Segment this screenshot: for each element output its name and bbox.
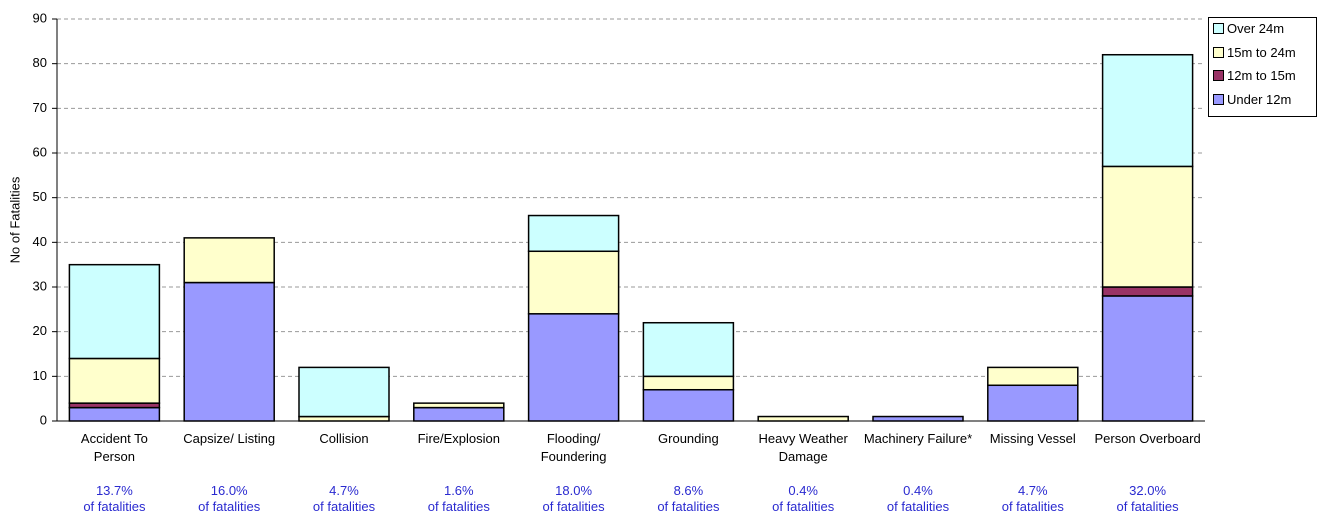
legend-label: Over 24m	[1227, 21, 1285, 36]
share-label: 4.7%	[329, 483, 359, 498]
bar-segment	[68, 357, 161, 404]
share-note: of fatalities	[772, 499, 835, 512]
bar-segment	[68, 263, 161, 360]
bar-segment	[1101, 53, 1194, 168]
x-tick-label: Capsize/ Listing	[183, 431, 276, 446]
legend-swatch	[1213, 70, 1224, 81]
bar-segment	[757, 415, 849, 422]
y-tick-label: 30	[33, 278, 47, 293]
bar-segment	[413, 406, 505, 422]
legend-label: 12m to 15m	[1227, 68, 1296, 83]
share-note: of fatalities	[198, 499, 261, 512]
bar-segment	[872, 415, 964, 422]
x-tick-label: Collision	[319, 431, 369, 446]
share-note: of fatalities	[886, 499, 950, 512]
legend: Over 24m 15m to 24m 12m to 15m Under 12m	[1208, 17, 1317, 117]
bar-segment	[183, 237, 275, 284]
bar-segment	[413, 402, 505, 409]
bar-segment	[183, 281, 275, 422]
share-label: 18.0%	[555, 483, 593, 498]
share-label: 0.4%	[903, 483, 933, 498]
share-note: of fatalities	[1116, 499, 1179, 512]
share-note: of fatalities	[312, 499, 376, 512]
y-tick-label: 40	[33, 234, 47, 249]
legend-item: Under 12m	[1213, 92, 1291, 107]
bar-segment	[527, 313, 620, 422]
legend-item: 15m to 24m	[1213, 45, 1296, 60]
bar-segment	[68, 406, 161, 422]
legend-item: Over 24m	[1213, 21, 1284, 36]
share-note: of fatalities	[1001, 499, 1064, 512]
y-tick-label: 10	[33, 368, 47, 383]
y-tick-label: 20	[33, 323, 47, 338]
bar-segment	[1101, 165, 1194, 288]
share-note: of fatalities	[83, 499, 146, 512]
bar-segment	[1101, 286, 1194, 297]
y-tick-label: 50	[33, 189, 47, 204]
bar-segment	[642, 321, 735, 378]
x-tick-label: Grounding	[658, 431, 719, 446]
x-tick-label: Machinery Failure*	[863, 431, 973, 446]
x-tick-label: Fire/Explosion	[417, 431, 500, 446]
x-tick-label: Accident To Person	[80, 431, 148, 464]
x-tick-label: Heavy Weather Damage	[758, 431, 848, 464]
bar-segment	[1101, 295, 1194, 422]
share-label: 16.0%	[210, 483, 248, 498]
x-tick-label: Missing Vessel	[989, 431, 1076, 446]
bar-segment	[527, 214, 620, 253]
bar-segment	[987, 384, 1079, 422]
x-tick-label: Person Overboard	[1094, 431, 1201, 446]
share-note: of fatalities	[657, 499, 720, 512]
bar-segment	[642, 388, 735, 422]
y-tick-label: 60	[33, 144, 47, 159]
bar-segment	[642, 375, 735, 391]
share-note: of fatalities	[542, 499, 605, 512]
y-tick-label: 90	[33, 10, 47, 25]
bar-segment	[527, 250, 620, 315]
legend-swatch	[1213, 93, 1224, 105]
legend-item: 12m to 15m	[1213, 68, 1296, 83]
bar-segment	[298, 366, 390, 418]
y-axis-label: No of Fatalities	[7, 176, 22, 263]
y-tick-label: 80	[33, 55, 47, 70]
legend-swatch	[1213, 23, 1224, 34]
y-tick-label: 70	[33, 100, 47, 115]
share-label: 4.7%	[1017, 483, 1048, 498]
legend-swatch	[1213, 46, 1224, 58]
share-label: 1.6%	[443, 483, 474, 498]
bar-segment	[987, 366, 1079, 387]
x-tick-label: Flooding/ Foundering	[540, 431, 607, 464]
share-note: of fatalities	[427, 499, 490, 512]
legend-label: Under 12m	[1227, 91, 1292, 107]
share-label: 13.7%	[95, 483, 133, 498]
share-label: 0.4%	[788, 483, 818, 498]
share-label: 32.0%	[1129, 483, 1167, 498]
legend-label: 15m to 24m	[1227, 44, 1296, 60]
share-label: 8.6%	[673, 483, 704, 498]
y-tick-label: 0	[40, 412, 47, 427]
